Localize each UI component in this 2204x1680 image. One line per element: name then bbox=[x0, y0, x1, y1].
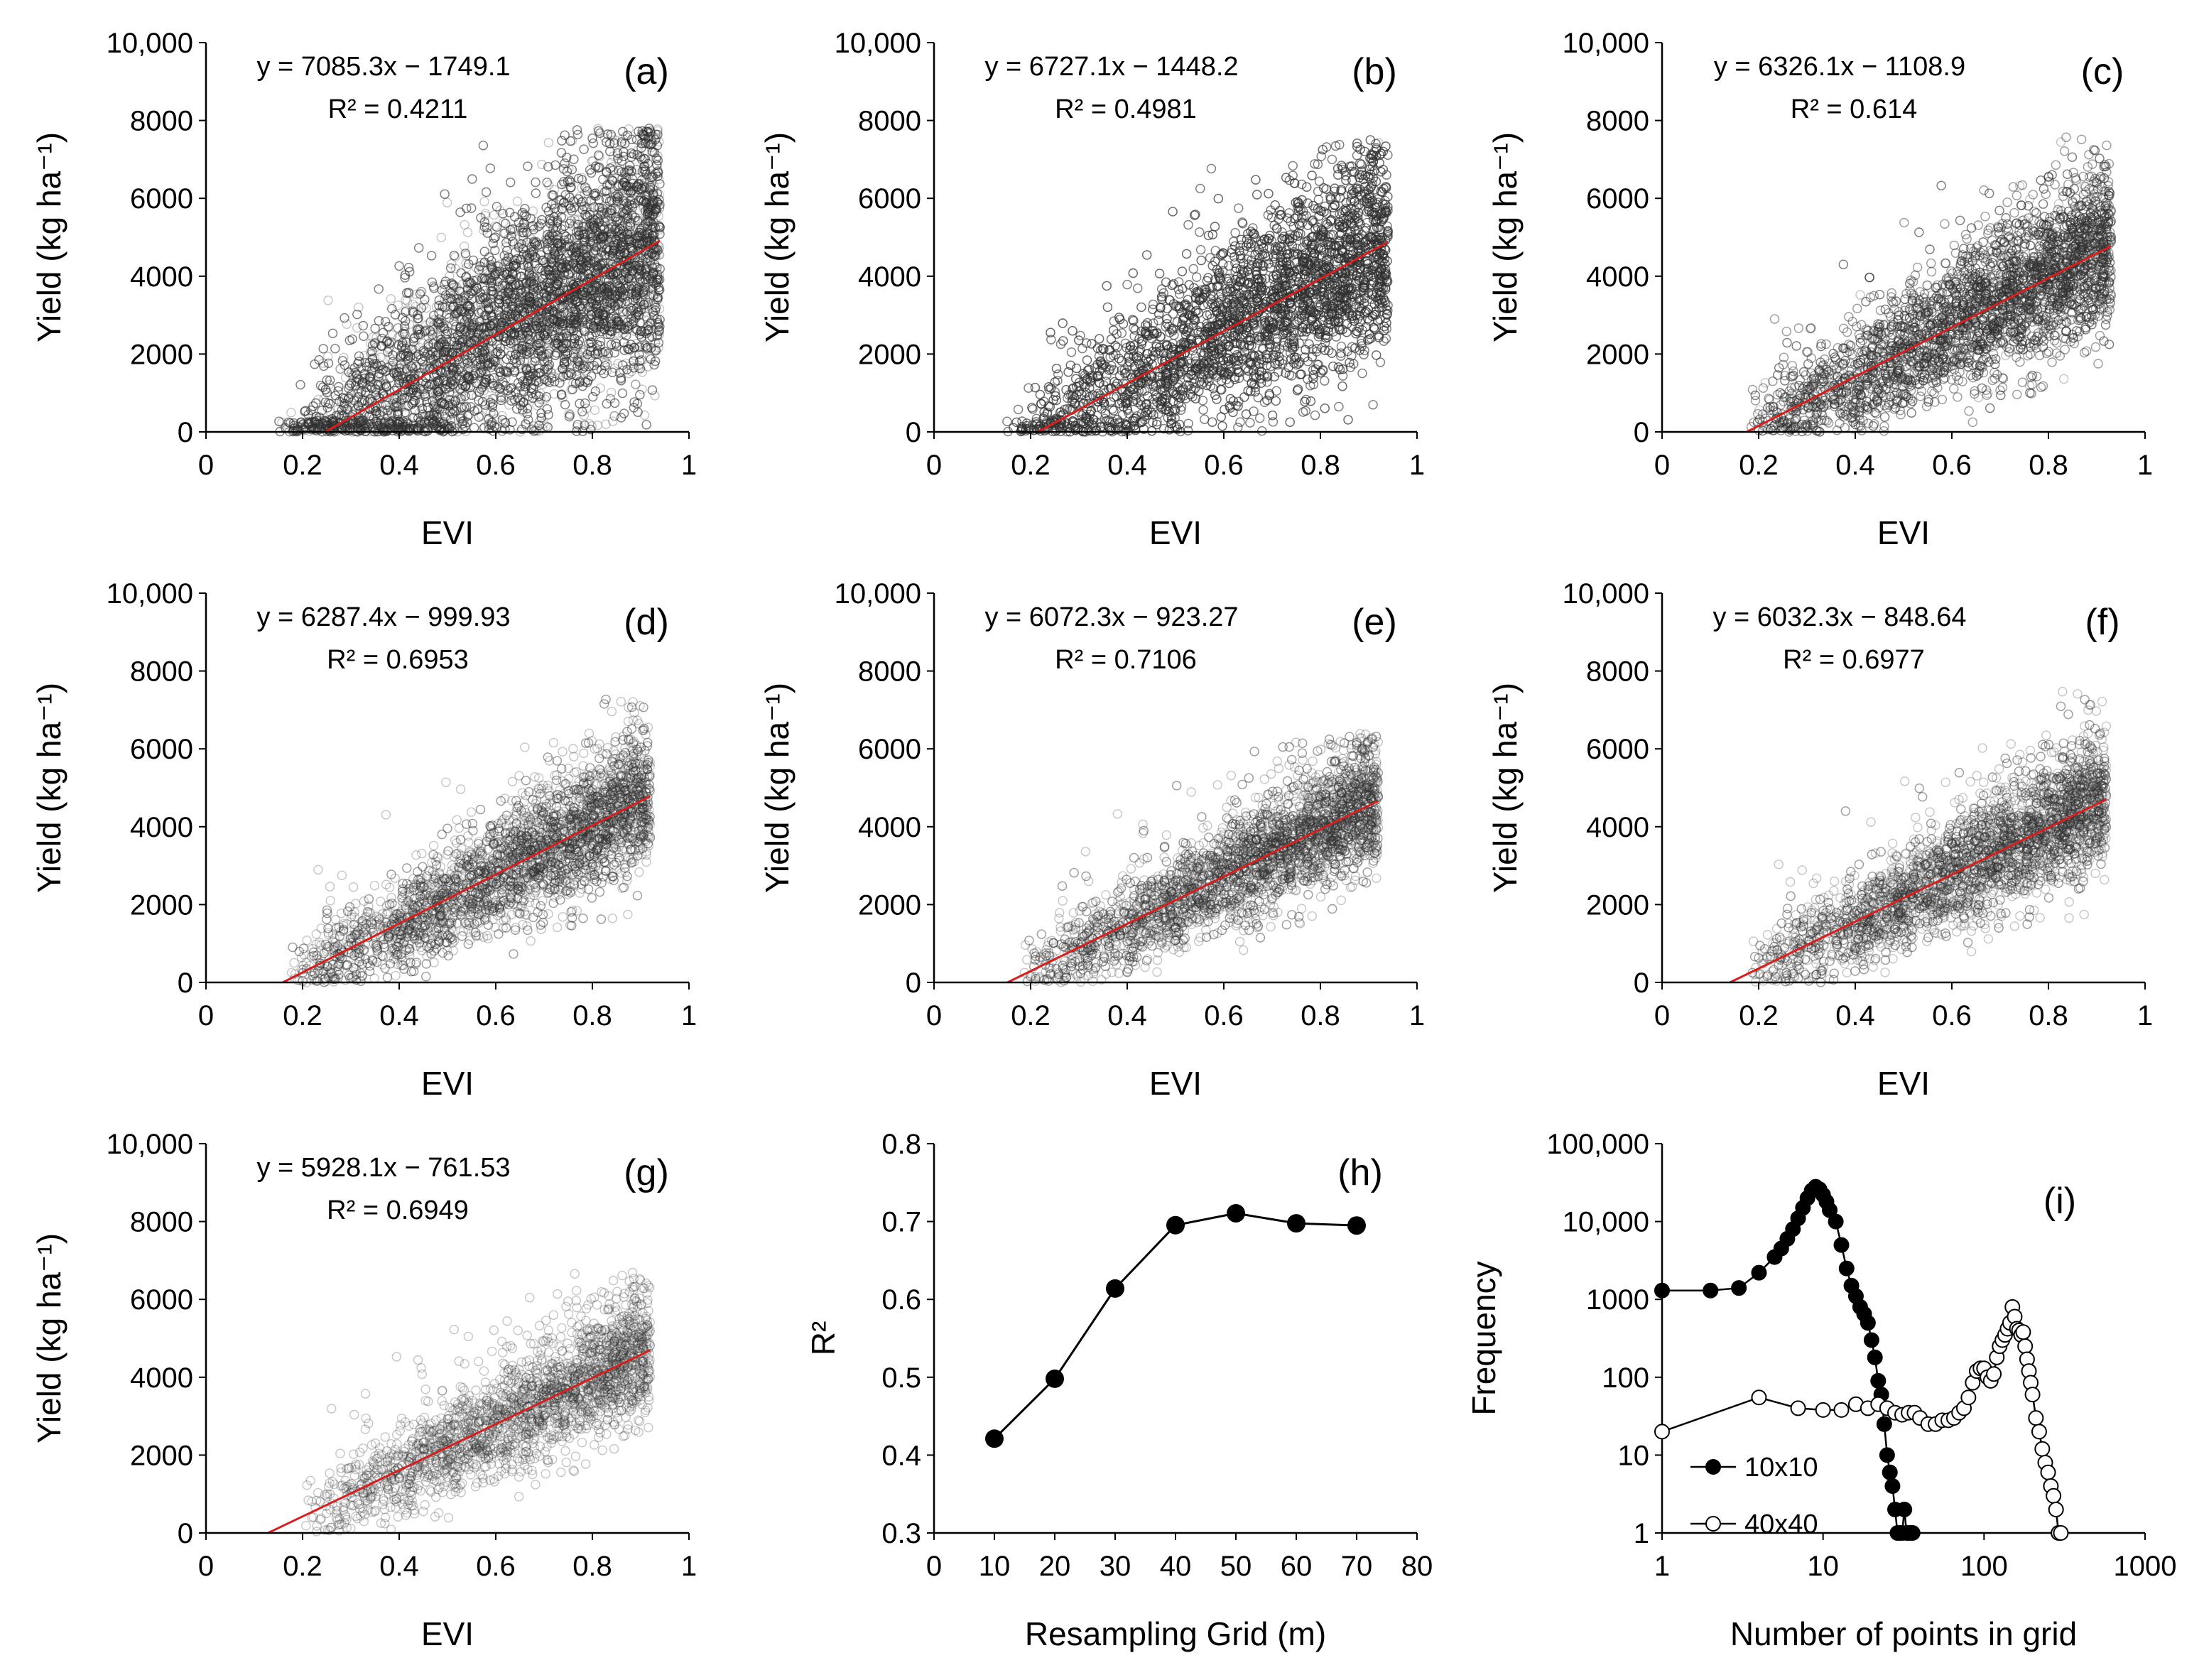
scatter-point bbox=[287, 408, 295, 417]
scatter-point bbox=[590, 406, 599, 414]
scatter-point bbox=[443, 198, 452, 207]
scatter-point bbox=[602, 420, 610, 428]
scatter-point bbox=[460, 220, 469, 229]
scatter-point bbox=[544, 139, 553, 147]
scatter-point bbox=[324, 296, 332, 305]
scatter-points-a bbox=[275, 124, 664, 436]
scatter-point bbox=[490, 211, 499, 220]
scatter-point bbox=[596, 384, 604, 392]
figure: 0200040006000800010,0000 0.2 0.4 0.6 0.8 1EVI… bbox=[0, 0, 2204, 1680]
scatter-point bbox=[641, 411, 649, 420]
scatter-point bbox=[513, 197, 521, 206]
scatter-point bbox=[651, 391, 659, 400]
scatter-point bbox=[480, 197, 489, 206]
scatter-point bbox=[437, 233, 445, 242]
scatter-point bbox=[386, 295, 395, 303]
scatter-point bbox=[545, 181, 553, 190]
